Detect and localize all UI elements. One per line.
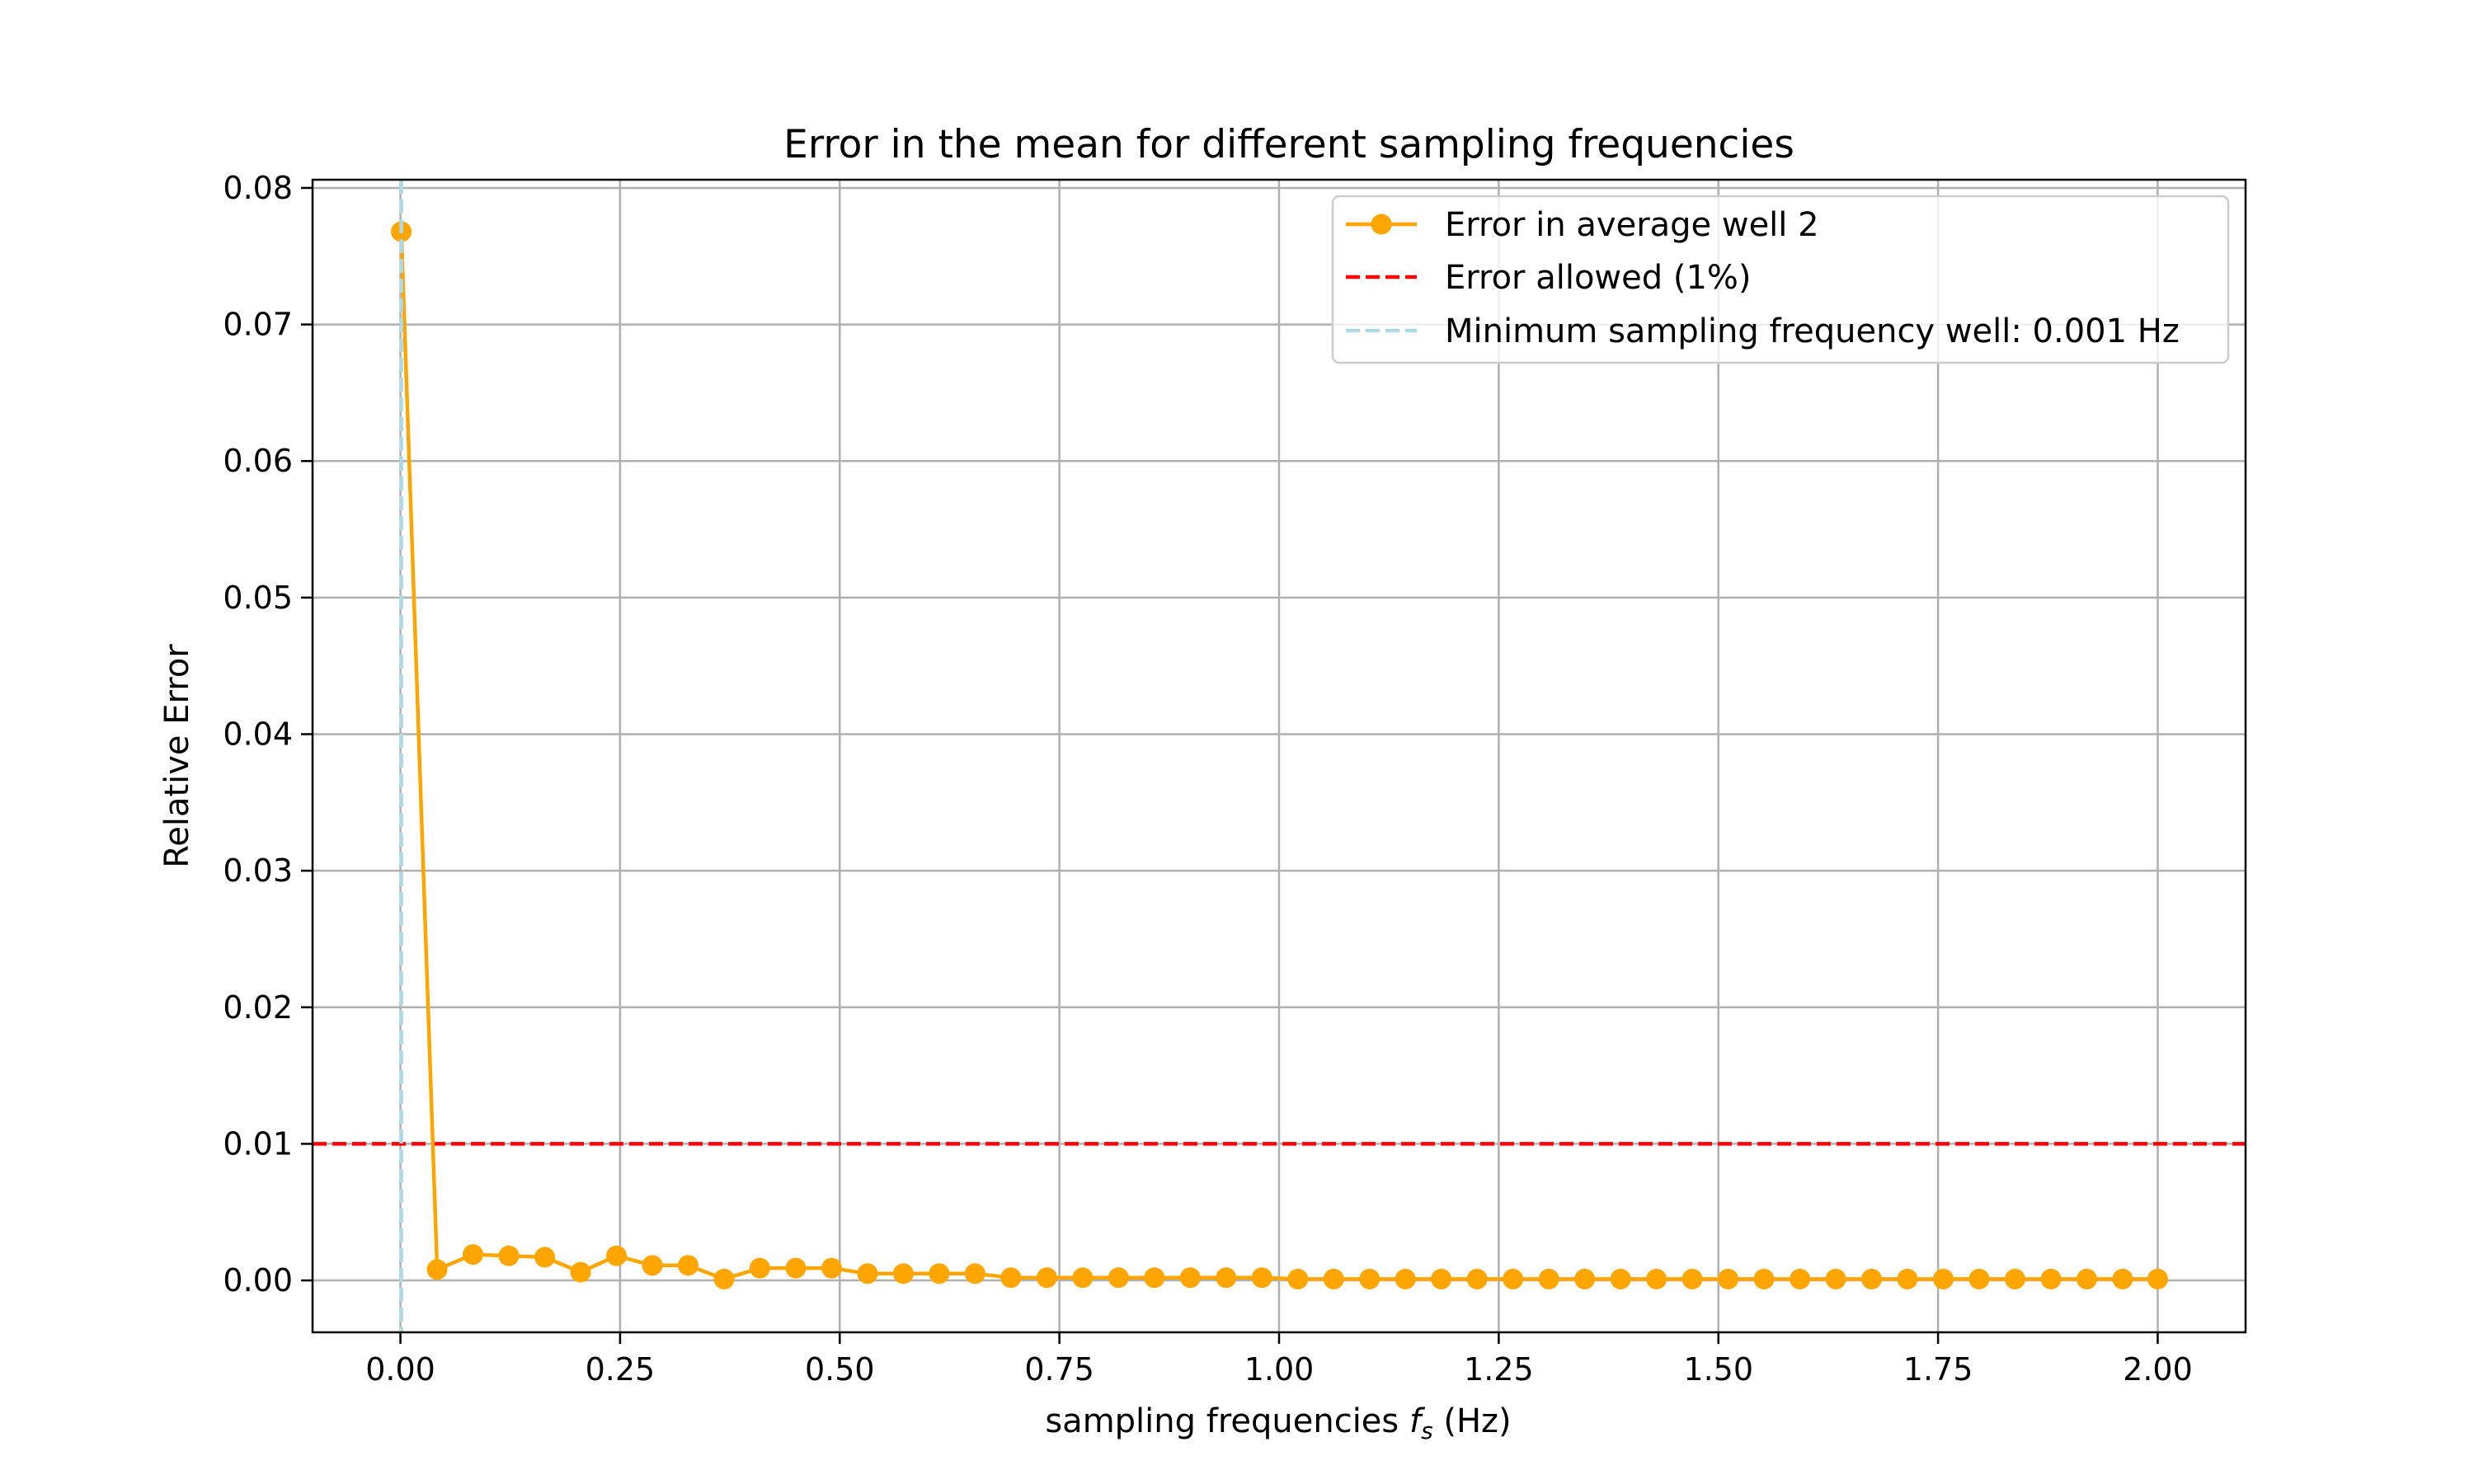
error-data-point	[2004, 1268, 2025, 1289]
error-data-point	[2040, 1268, 2062, 1289]
y-tick-label: 0.04	[223, 716, 293, 752]
y-tick-label: 0.02	[223, 989, 293, 1026]
error-data-point	[1932, 1268, 1954, 1289]
error-data-point	[1718, 1268, 1739, 1289]
error-data-point	[1395, 1268, 1416, 1289]
error-data-point	[677, 1255, 698, 1276]
legend-marker-error-series	[1371, 214, 1392, 235]
error-data-point	[857, 1263, 878, 1284]
error-data-point	[1466, 1268, 1488, 1289]
legend-box	[1331, 195, 2230, 364]
error-data-point	[1897, 1268, 1918, 1289]
y-tick-label: 0.03	[223, 852, 293, 889]
y-tick-label: 0.01	[223, 1125, 293, 1162]
error-data-point	[1179, 1267, 1201, 1289]
error-data-point	[2147, 1268, 2168, 1289]
chart-title: Error in the mean for different sampling…	[783, 122, 1794, 167]
error-data-point	[892, 1263, 914, 1284]
error-data-point	[1503, 1268, 1524, 1289]
x-tick-label: 1.25	[1464, 1351, 1534, 1388]
error-data-point	[1753, 1268, 1775, 1289]
x-tick-label: 0.00	[365, 1351, 435, 1388]
error-data-point	[785, 1257, 807, 1279]
error-data-point	[1359, 1268, 1380, 1289]
x-tick-label: 1.00	[1244, 1351, 1315, 1388]
error-data-point	[929, 1263, 950, 1284]
x-tick-label: 0.75	[1024, 1351, 1094, 1388]
error-data-point	[1287, 1268, 1309, 1289]
x-tick-label: 0.25	[586, 1351, 656, 1388]
error-data-point	[713, 1268, 735, 1289]
error-data-point	[426, 1259, 448, 1280]
x-tick-label: 2.00	[2123, 1351, 2193, 1388]
error-data-point	[642, 1255, 663, 1276]
y-tick-label: 0.00	[223, 1262, 293, 1298]
error-data-point	[1108, 1267, 1129, 1289]
error-data-point	[570, 1261, 591, 1283]
legend: Error in average well 2 Error allowed (1%…	[1331, 195, 2230, 364]
x-tick-label: 1.75	[1903, 1351, 1973, 1388]
x-axis-ticks: 0.00 0.25 0.50 0.75 1.00 1.25 1.50 1.75 2.00	[365, 1332, 2193, 1388]
x-axis-label: sampling frequencies fs (Hz)	[1045, 1402, 1511, 1444]
error-data-point	[463, 1244, 484, 1266]
error-data-point	[498, 1245, 520, 1266]
legend-label: Error in average well 2	[1445, 206, 1819, 244]
error-data-point	[2076, 1268, 2097, 1289]
error-data-point	[606, 1245, 628, 1266]
y-axis-label: Relative Error	[158, 644, 196, 868]
error-data-point	[1036, 1267, 1057, 1289]
error-data-point	[964, 1263, 985, 1284]
error-data-point	[1072, 1267, 1094, 1289]
error-data-point	[1251, 1267, 1272, 1289]
y-tick-label: 0.08	[223, 170, 293, 206]
error-data-point	[821, 1257, 842, 1279]
x-tick-label: 1.50	[1683, 1351, 1753, 1388]
error-data-point	[1825, 1268, 1846, 1289]
legend-label: Error allowed (1%)	[1445, 259, 1752, 297]
error-data-point	[2112, 1268, 2133, 1289]
y-tick-label: 0.05	[223, 580, 293, 616]
legend-label: Minimum sampling frequency well: 0.001 H…	[1445, 312, 2180, 350]
error-data-point	[1000, 1267, 1022, 1289]
y-tick-label: 0.07	[223, 307, 293, 343]
error-data-point	[1574, 1268, 1596, 1289]
error-data-point	[1861, 1268, 1883, 1289]
error-data-point	[1216, 1267, 1237, 1289]
error-data-point	[1968, 1268, 1990, 1289]
error-data-point	[749, 1257, 770, 1279]
y-tick-label: 0.06	[223, 443, 293, 479]
data-series	[391, 180, 2168, 1332]
y-axis-ticks: 0.00 0.01 0.02 0.03 0.04 0.05 0.06 0.07 0.08	[223, 170, 313, 1298]
error-data-point	[1790, 1268, 1811, 1289]
x-tick-label: 0.50	[805, 1351, 875, 1388]
error-data-point	[1323, 1268, 1344, 1289]
error-data-point	[1538, 1268, 1559, 1289]
error-data-point	[1431, 1268, 1452, 1289]
error-data-point	[1610, 1268, 1631, 1289]
error-data-point	[1144, 1267, 1165, 1289]
error-data-point	[1681, 1268, 1703, 1289]
error-data-point	[1646, 1268, 1667, 1289]
error-data-point	[534, 1247, 556, 1268]
